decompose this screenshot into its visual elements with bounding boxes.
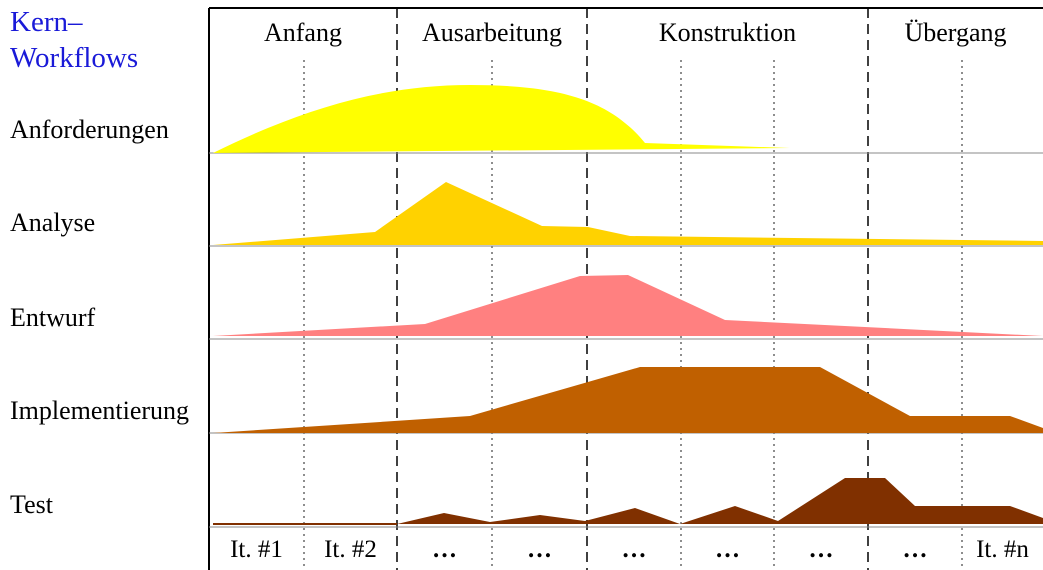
test-area xyxy=(213,478,1043,524)
workflow-label-implementierung: Implementierung xyxy=(10,396,190,425)
iteration-label: … xyxy=(432,536,457,563)
title-line-1: Kern– xyxy=(10,6,83,38)
workflow-label-analyse: Analyse xyxy=(10,208,96,237)
workflow-label-anforderungen: Anforderungen xyxy=(10,115,169,144)
iteration-label: It. #1 xyxy=(230,536,283,563)
anforderungen-area xyxy=(213,85,790,153)
iteration-label: … xyxy=(715,536,740,563)
phase-label-anfang: Anfang xyxy=(264,18,342,47)
phase-label-uebergang: Übergang xyxy=(904,18,1007,47)
diagram-title: Kern– Workflows xyxy=(10,4,138,76)
implementierung-area xyxy=(213,367,1043,433)
analyse-area xyxy=(213,182,1043,245)
iteration-label: … xyxy=(621,536,647,563)
workflow-label-entwurf: Entwurf xyxy=(10,303,96,332)
iteration-label: … xyxy=(808,536,834,563)
phase-label-konstruktion: Konstruktion xyxy=(658,18,797,47)
workflow-label-test: Test xyxy=(10,490,53,519)
entwurf-area xyxy=(213,275,1043,336)
row-separators xyxy=(209,152,1043,528)
phase-label-ausarbeitung: Ausarbeitung xyxy=(421,18,563,47)
title-line-2: Workflows xyxy=(10,42,139,74)
iteration-label: It. #n xyxy=(976,536,1029,563)
iteration-label: … xyxy=(527,536,552,563)
iteration-label: It. #2 xyxy=(324,536,377,563)
iteration-label: … xyxy=(902,536,928,563)
